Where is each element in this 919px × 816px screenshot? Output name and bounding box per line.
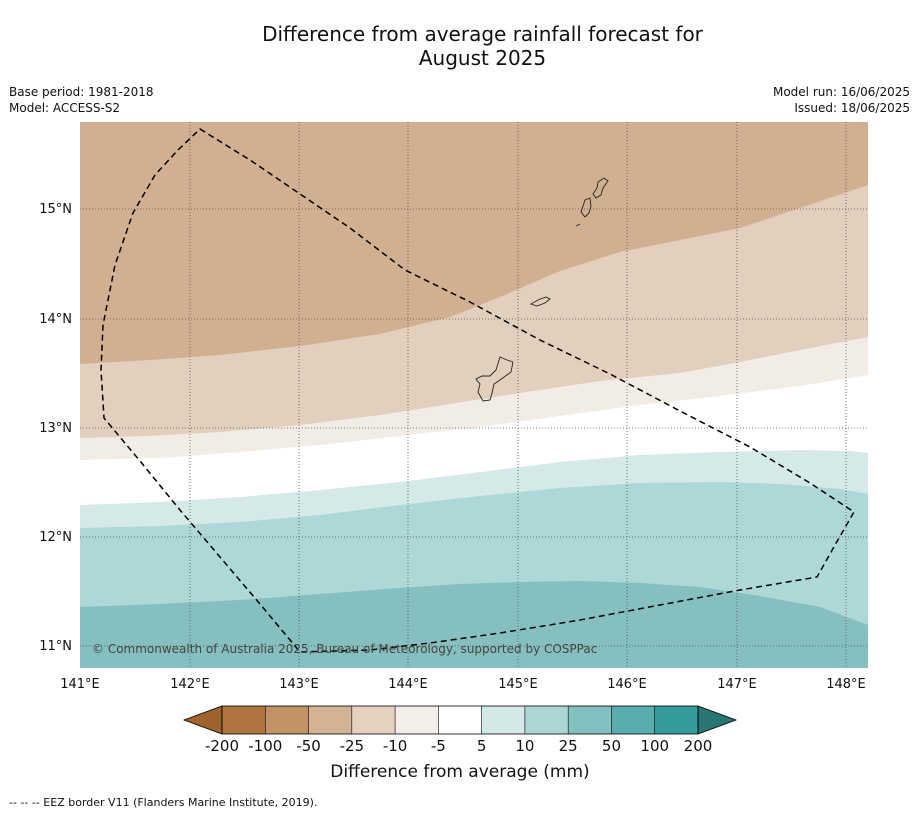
guam-outline (475, 356, 514, 402)
colorbar-swatch (654, 706, 698, 734)
colorbar-swatch (265, 706, 309, 734)
colorbar-swatch (222, 706, 266, 734)
lat-axis: 15°N 14°N 13°N 12°N 11°N (39, 202, 72, 654)
colorbar-swatch (438, 706, 482, 734)
colorbar-tick-label: 5 (477, 737, 487, 755)
colorbar-tick-label: 200 (684, 737, 713, 755)
colorbar-tick-label: -5 (431, 737, 446, 755)
colorbar-max-extend (697, 705, 738, 735)
base-period-text: Base period: 1981-2018 (9, 85, 154, 99)
right-metadata: Model run: 16/06/2025 Issued: 18/06/2025 (773, 84, 910, 116)
island-outlines (475, 177, 609, 402)
issued-text: Issued: 18/06/2025 (794, 101, 910, 115)
map-area (80, 122, 868, 668)
colorbar-tick-label: 100 (640, 737, 669, 755)
colorbar-min-extend (182, 705, 223, 735)
colorbar-swatch (395, 706, 439, 734)
model-text: Model: ACCESS-S2 (9, 101, 121, 115)
lon-label: 147°E (717, 677, 757, 692)
eez-border (100, 128, 856, 653)
colorbar-tick-label: -10 (383, 737, 408, 755)
colorbar-swatch (481, 706, 525, 734)
colorbar-label: Difference from average (mm) (330, 762, 590, 782)
title-line-1: Difference from average rainfall forecas… (262, 22, 703, 46)
colorbar: -200 -100 -50 -25 -10 -5 5 10 25 50 100 200 (182, 705, 738, 755)
lon-axis: 141°E 142°E 143°E 144°E 145°E 146°E 147°… (60, 677, 866, 692)
saipan-outline (592, 177, 609, 199)
lat-label: 11°N (39, 639, 72, 654)
colorbar-swatch (524, 706, 569, 734)
lon-label: 145°E (498, 677, 538, 692)
colorbar-tick-label: 25 (559, 737, 578, 755)
lon-gridlines (189, 122, 847, 668)
eez-footnote: -- -- -- EEZ border V11 (Flanders Marine… (9, 796, 318, 809)
copyright-text: © Commonwealth of Australia 2025, Bureau… (92, 642, 597, 656)
colorbar-tick-label: 10 (515, 737, 534, 755)
colorbar-tick-label: 50 (602, 737, 621, 755)
lon-label: 144°E (388, 677, 428, 692)
colorbar-swatch (611, 706, 655, 734)
colorbar-swatch (308, 706, 352, 734)
lat-label: 15°N (39, 202, 72, 217)
lat-gridlines (80, 208, 868, 647)
lat-label: 12°N (39, 530, 72, 545)
colorbar-tick-label: -50 (296, 737, 321, 755)
lon-label: 142°E (170, 677, 210, 692)
title-line-2: August 2025 (418, 46, 547, 70)
lon-label: 141°E (60, 677, 100, 692)
lon-label: 146°E (607, 677, 647, 692)
colorbar-tick-label: -100 (248, 737, 282, 755)
aguijan-outline (575, 223, 581, 227)
colorbar-swatch (351, 706, 396, 734)
left-metadata: Base period: 1981-2018 Model: ACCESS-S2 (9, 84, 154, 116)
colorbar-tick-label: -25 (340, 737, 365, 755)
tinian-outline (580, 197, 592, 218)
lat-label: 14°N (39, 312, 72, 327)
map-title: Difference from average rainfall forecas… (0, 22, 919, 70)
lon-label: 148°E (826, 677, 866, 692)
lat-label: 13°N (39, 421, 72, 436)
lon-label: 143°E (279, 677, 319, 692)
colorbar-swatch (568, 706, 612, 734)
rota-outline (529, 296, 551, 307)
colorbar-tick-label: -200 (205, 737, 239, 755)
model-run-text: Model run: 16/06/2025 (772, 85, 910, 99)
